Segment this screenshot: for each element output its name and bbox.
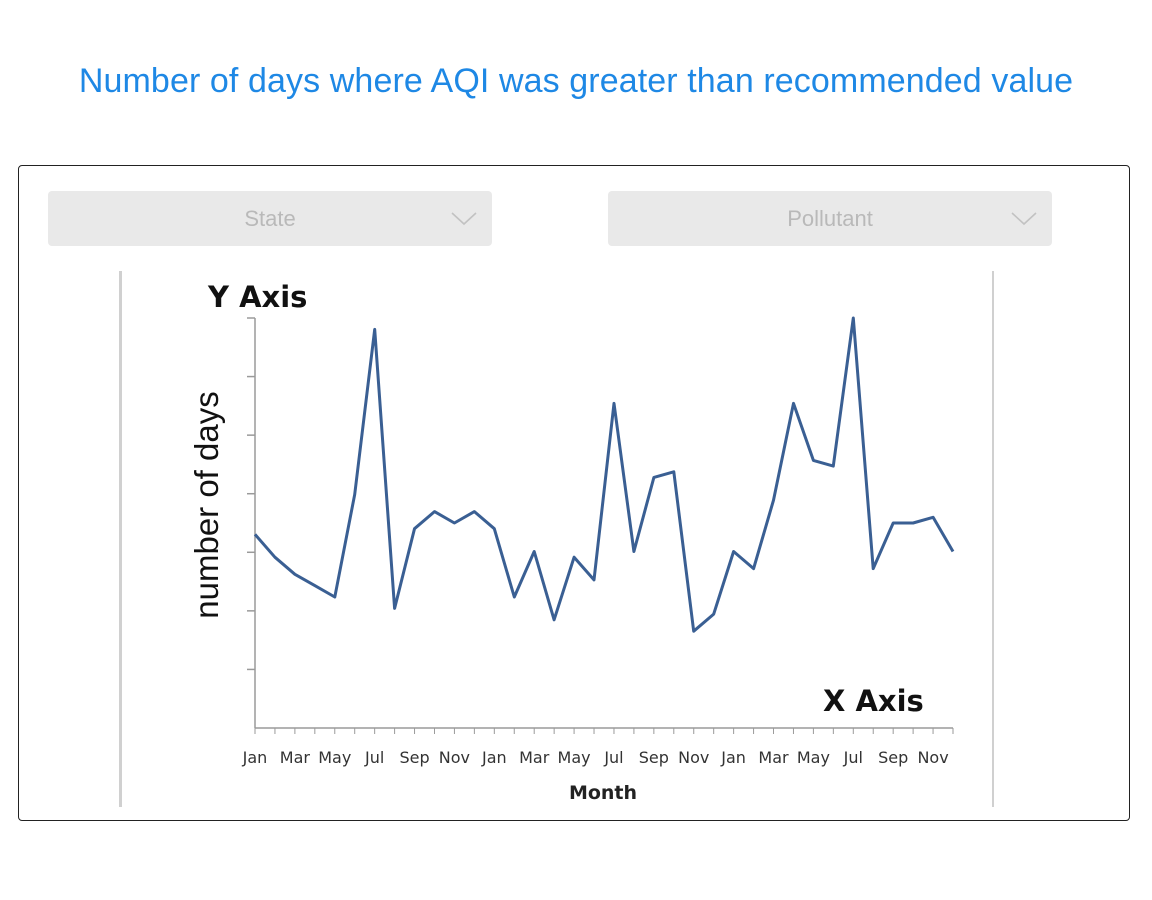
chart-card: State Pollutant xyxy=(18,165,1130,821)
x-tick-label: May xyxy=(797,748,830,767)
x-axis-title: X Axis xyxy=(823,684,924,718)
x-tick-label: Jan xyxy=(720,748,746,767)
x-tick-label: Mar xyxy=(758,748,789,767)
x-tick-label: Sep xyxy=(878,748,908,767)
x-tick-label: Sep xyxy=(639,748,669,767)
x-tick-label: Nov xyxy=(678,748,709,767)
x-tick-label: Jul xyxy=(843,748,863,767)
x-tick-label: May xyxy=(558,748,591,767)
x-tick-label: Mar xyxy=(280,748,311,767)
x-tick-label: May xyxy=(318,748,351,767)
pollutant-dropdown-label: Pollutant xyxy=(787,206,873,231)
state-dropdown[interactable]: State xyxy=(48,191,492,246)
y-axis-label: number of days xyxy=(188,391,225,619)
chart-frame-left-border xyxy=(119,271,122,807)
x-tick-label: Jan xyxy=(481,748,507,767)
x-axis-label: Month xyxy=(569,782,637,804)
state-dropdown-label: State xyxy=(244,206,296,231)
x-tick-label: Mar xyxy=(519,748,550,767)
x-tick-label: Jul xyxy=(603,748,623,767)
y-axis-title: Y Axis xyxy=(207,280,307,314)
series-line xyxy=(253,316,955,633)
x-tick-label: Sep xyxy=(399,748,429,767)
x-tick-label: Nov xyxy=(439,748,470,767)
x-tick-label: Jul xyxy=(364,748,384,767)
x-tick-label: Nov xyxy=(917,748,948,767)
x-tick-label: Jan xyxy=(242,748,268,767)
chart-frame-right-border xyxy=(992,271,994,807)
pollutant-dropdown[interactable]: Pollutant xyxy=(608,191,1052,246)
chevron-down-icon xyxy=(1011,212,1037,226)
chevron-down-icon xyxy=(451,212,477,226)
page-title: Number of days where AQI was greater tha… xyxy=(78,62,1074,100)
